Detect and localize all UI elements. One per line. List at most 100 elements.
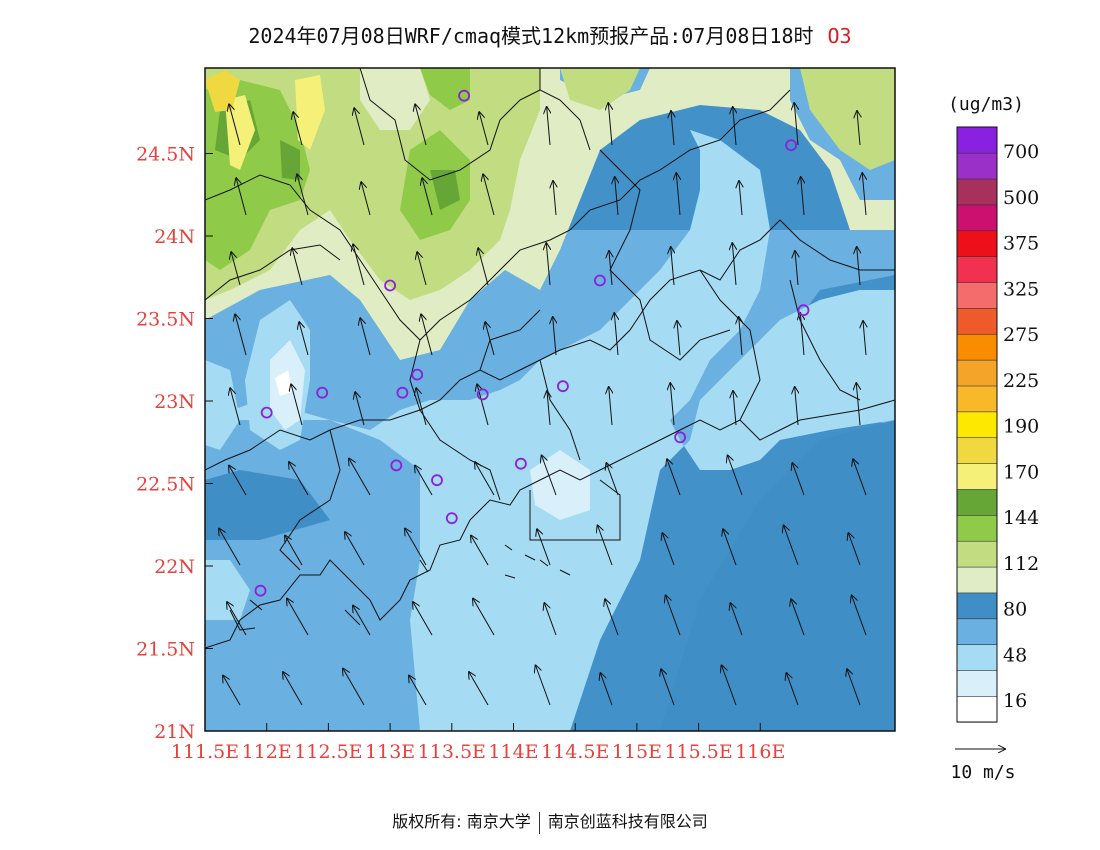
wind-arrow [415,104,427,146]
wind-arrow [478,248,489,286]
legend-label: 112 [1003,553,1039,575]
wind-arrow [542,456,557,496]
wind-arrow [791,599,805,636]
wind-arrow [800,313,804,356]
station-marker [431,474,443,487]
station-marker [260,406,273,419]
station-marker [254,584,267,597]
wind-arrow [801,177,804,216]
x-tick-label: 116E [735,741,785,763]
wind-arrow [291,384,303,426]
wind-arrow [417,252,427,286]
forecast-map: 111.5E 112E 112.5E 113E 113.5E 114E 114.5E 115E… [136,67,1039,783]
wind-arrow [345,532,365,566]
x-tick-label: 114E [488,741,538,763]
wind-arrow [608,103,612,146]
wind-arrow [405,529,427,566]
company-text: 南京创蓝科技有限公司 [547,812,708,831]
wind-arrow [733,107,736,146]
wind-arrow [598,526,613,566]
station-marker [411,368,424,381]
legend-swatch [956,359,998,387]
legend-swatch [956,669,998,697]
legend-label: 500 [1003,187,1039,209]
legend-swatch [956,488,998,516]
wind-arrow [730,603,743,636]
wind-arrow [847,669,861,706]
station-marker [476,388,489,401]
wind-arrow [676,173,680,216]
legend-label: 144 [1003,507,1039,529]
station-marker [445,512,458,525]
wind-arrow [662,533,675,566]
wind-arrow [354,108,365,146]
wind-arrow [786,673,799,706]
legend-swatch [956,333,998,361]
wind-arrow [230,388,241,426]
legend-label: 225 [1003,370,1039,392]
wind-arrow [609,387,612,426]
wind-arrow [739,317,742,356]
wind-arrow [795,251,798,286]
wind-arrow [857,111,860,146]
legend-swatch [956,437,998,464]
y-tick-label: 22.5N [136,474,195,496]
wind-arrow [229,466,247,496]
x-tick-label: 111.5E [171,741,239,763]
copyright-text: 版权所有: 南京大学 [392,812,531,831]
x-tick-label: 113.5E [418,741,486,763]
station-marker [594,274,606,287]
wind-arrow [485,322,495,356]
wind-arrow [784,526,799,566]
legend-frame [956,126,998,723]
wind-arrow [353,606,371,636]
x-tick-label: 115E [612,741,662,763]
x-tick-label: 112E [242,741,292,763]
wind-arrow [361,182,371,216]
wind-arrow [293,112,303,146]
y-tick-label: 23N [154,391,195,413]
wind-arrow [794,103,798,146]
wind-scale-label: 10 m/s [950,762,1015,783]
legend-swatch [956,204,998,232]
legend-label: 375 [1003,233,1039,255]
legend-swatch [956,695,998,723]
wind-arrow [415,466,433,496]
wind-arrow [469,672,489,706]
legend-swatch [956,411,998,439]
wind-arrow [677,321,680,356]
station-marker [390,459,403,472]
wind-arrow [235,314,247,356]
y-tick-label: 24N [154,226,195,248]
admin-boundaries [205,68,895,649]
title-text: 2024年07月08日WRF/cmaq模式12km预报产品:07月08日18时 [248,24,814,48]
footer: 版权所有: 南京大学 南京创蓝科技有限公司 [0,808,1100,834]
wind-vectors [219,103,867,706]
station-marker [384,279,397,292]
wind-arrow [473,599,495,636]
legend-label: 16 [1003,690,1027,712]
wind-arrow [297,174,309,216]
color-legend: 700 500 375 325 275 225 190 170 144 112 80 48 16 [956,126,1039,723]
wind-arrow [853,459,867,496]
y-tick-label: 21.5N [136,639,195,661]
wind-arrow [223,676,241,706]
legend-swatch [956,152,998,180]
species-label: O3 [827,24,852,48]
wind-arrow [349,459,371,496]
y-tick-label: 22N [154,556,195,578]
wind-arrow [614,313,618,356]
legend-swatch [956,540,998,568]
wind-arrow [544,603,557,636]
wind-arrow [733,391,736,426]
footer-separator [538,811,540,834]
wind-arrow [848,533,861,566]
wind-arrow [537,529,551,566]
legend-swatch [956,256,998,283]
legend-swatch [956,178,998,206]
legend-swatch [956,462,998,490]
wind-arrow [409,676,427,706]
legend-unit: (ug/m3) [948,94,1024,115]
legend-swatch [956,126,998,154]
wind-arrow [421,314,433,356]
